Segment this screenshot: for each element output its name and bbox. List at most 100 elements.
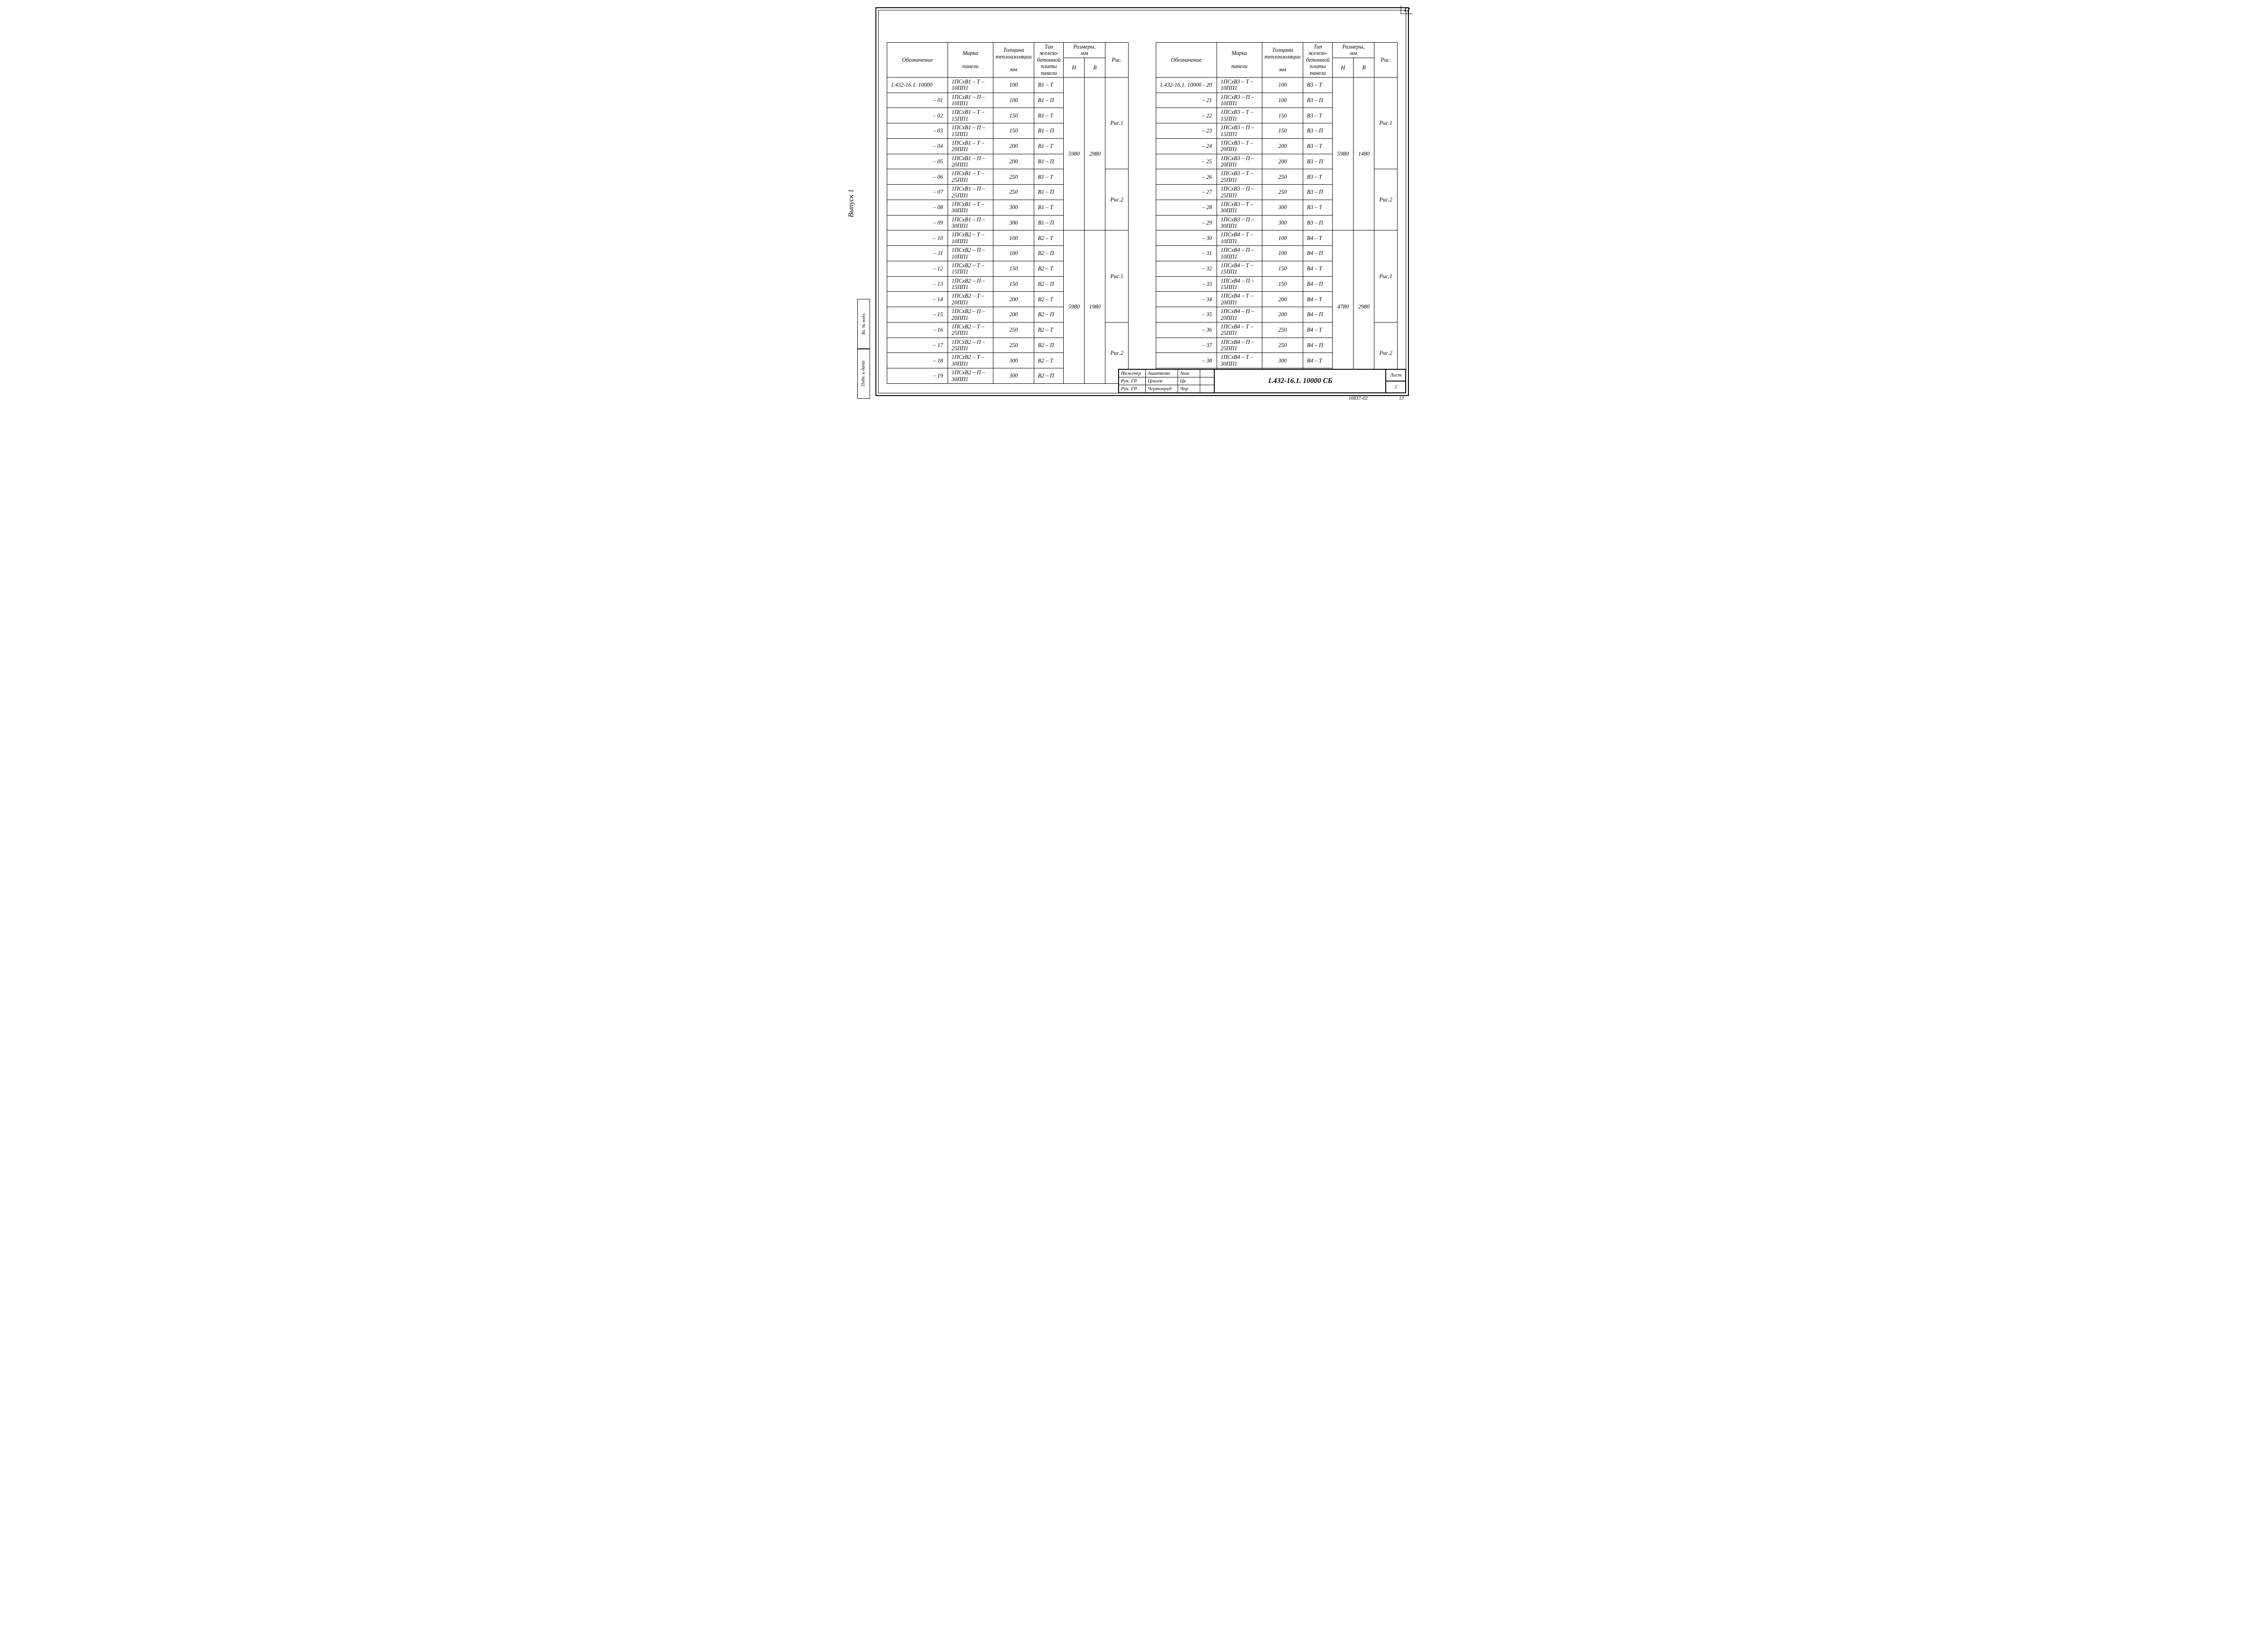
spec-table-left: Обозначение Маркапанели Толщинатеплоизол…	[887, 42, 1129, 384]
cell-thickness: 250	[1262, 338, 1303, 353]
footer-code-1: 16837-02	[1349, 396, 1368, 401]
cell-thickness: 150	[1262, 108, 1303, 123]
sheet-label: Лист	[1386, 369, 1406, 381]
table-row: – 301ПСхВ4 – Т – 10ПП1100В4 – Т47802980Р…	[1156, 230, 1398, 246]
cell-thickness: 200	[993, 307, 1034, 323]
cell-mark: 1ПСхВ3 – П – 10ПП1	[1217, 93, 1262, 108]
cell-thickness: 250	[1262, 169, 1303, 185]
cell-thickness: 150	[1262, 261, 1303, 276]
outer-frame: Обозначение Маркапанели Толщинатеплоизол…	[875, 7, 1409, 396]
col-dim-b: В	[1354, 58, 1374, 77]
cell-dim-b: 1480	[1354, 77, 1374, 230]
issue-label: Выпуск 1	[847, 189, 855, 217]
cell-mark: 1ПСхВ3 – Т – 20ПП1	[1217, 138, 1262, 154]
cell-mark: 1ПСхВ2 – Т – 25ПП1	[948, 322, 993, 338]
col-dim-h: Н	[1064, 58, 1085, 77]
col-dims: Размеры,мм	[1064, 43, 1105, 58]
cell-thickness: 300	[1262, 353, 1303, 368]
cell-mark: 1ПСхВ2 – Т – 30ПП1	[948, 353, 993, 368]
cell-mark: 1ПСхВ4 – П – 10ПП1	[1217, 246, 1262, 261]
cell-thickness: 100	[1262, 93, 1303, 108]
role-name: Ашиткова	[1146, 369, 1178, 377]
cell-mark: 1ПСхВ1 – П – 30ПП1	[948, 215, 993, 230]
cell-thickness: 300	[993, 200, 1034, 215]
cell-thickness: 250	[993, 322, 1034, 338]
cell-thickness: 200	[1262, 138, 1303, 154]
role-sign: Чпр	[1178, 385, 1200, 392]
cell-dim-h: 5980	[1064, 77, 1085, 230]
cell-type: В2 – Т	[1034, 261, 1064, 276]
col-dim-b: В	[1085, 58, 1105, 77]
cell-type: В1 – Т	[1034, 169, 1064, 185]
cell-fig: Рис.1	[1105, 230, 1129, 323]
role-label: Рук. ГР.	[1119, 377, 1146, 385]
cell-designation: – 01	[887, 93, 948, 108]
cell-mark: 1ПСхВ4 – П – 15ПП1	[1217, 276, 1262, 292]
cell-thickness: 300	[993, 215, 1034, 230]
col-thickness: Толщинатеплоизоляциимм	[1262, 43, 1303, 78]
cell-designation: – 33	[1156, 276, 1217, 292]
cell-designation: – 18	[887, 353, 948, 368]
cell-type: В3 – П	[1303, 185, 1333, 200]
cell-designation: – 37	[1156, 338, 1217, 353]
col-designation: Обозначение	[1156, 43, 1217, 78]
cell-mark: 1ПСхВ2 – П – 10ПП1	[948, 246, 993, 261]
cell-thickness: 300	[1262, 215, 1303, 230]
cell-designation: 1.432-16.1. 10000	[887, 77, 948, 93]
cell-fig: Рис.2	[1374, 169, 1398, 230]
cell-designation: – 19	[887, 368, 948, 384]
cell-designation: – 13	[887, 276, 948, 292]
cell-thickness: 200	[993, 292, 1034, 307]
table-row: 1.432-16.1. 100001ПСхВ1 – Т – 10ПП1100В1…	[887, 77, 1129, 93]
cell-thickness: 150	[993, 261, 1034, 276]
col-dims: Размеры,мм	[1333, 43, 1374, 58]
cell-fig: Рис.2	[1105, 169, 1129, 230]
role-date	[1200, 385, 1214, 392]
cell-mark: 1ПСхВ2 – П – 15ПП1	[948, 276, 993, 292]
cell-thickness: 150	[993, 123, 1034, 139]
cell-thickness: 100	[993, 230, 1034, 246]
cell-type: В1 – П	[1034, 123, 1064, 139]
cell-mark: 1ПСхВ2 – Т – 10ПП1	[948, 230, 993, 246]
document-number: 1.432-16.1. 10000 СБ	[1214, 369, 1386, 393]
cell-thickness: 300	[1262, 200, 1303, 215]
cell-designation: – 28	[1156, 200, 1217, 215]
cell-thickness: 300	[993, 353, 1034, 368]
cell-thickness: 100	[993, 77, 1034, 93]
cell-designation: – 21	[1156, 93, 1217, 108]
cell-designation: – 24	[1156, 138, 1217, 154]
cell-designation: – 23	[1156, 123, 1217, 139]
cell-thickness: 250	[993, 338, 1034, 353]
inner-frame: Обозначение Маркапанели Толщинатеплоизол…	[878, 10, 1406, 393]
sheet-number: 2	[1386, 381, 1406, 393]
cell-type: В4 – Т	[1303, 230, 1333, 246]
cell-thickness: 300	[993, 368, 1034, 384]
cell-designation: – 14	[887, 292, 948, 307]
cell-type: В4 – П	[1303, 307, 1333, 323]
cell-type: В2 – Т	[1034, 230, 1064, 246]
cell-thickness: 250	[1262, 185, 1303, 200]
cell-mark: 1ПСхВ1 – Т – 15ПП1	[948, 108, 993, 123]
role-name: Чертопруд	[1146, 385, 1178, 392]
title-block: Инженер Ашиткова Аши Рук. ГР. Цевлев Цв …	[1118, 369, 1406, 393]
cell-mark: 1ПСхВ2 – Т – 15ПП1	[948, 261, 993, 276]
cell-designation: – 04	[887, 138, 948, 154]
cell-thickness: 100	[1262, 230, 1303, 246]
cell-designation: – 02	[887, 108, 948, 123]
cell-mark: 1ПСхВ4 – П – 20ПП1	[1217, 307, 1262, 323]
cell-type: В1 – Т	[1034, 108, 1064, 123]
cell-type: В3 – П	[1303, 154, 1333, 169]
col-mark: Маркапанели	[1217, 43, 1262, 78]
cell-mark: 1ПСхВ3 – П – 30ПП1	[1217, 215, 1262, 230]
cell-thickness: 200	[993, 154, 1034, 169]
cell-mark: 1ПСхВ4 – Т – 15ПП1	[1217, 261, 1262, 276]
cell-type: В3 – Т	[1303, 169, 1333, 185]
cell-dim-b: 2980	[1354, 230, 1374, 384]
cell-thickness: 200	[1262, 154, 1303, 169]
cell-designation: – 27	[1156, 185, 1217, 200]
cell-designation: – 31	[1156, 246, 1217, 261]
roles-table: Инженер Ашиткова Аши Рук. ГР. Цевлев Цв …	[1119, 369, 1214, 393]
cell-designation: – 15	[887, 307, 948, 323]
role-date	[1200, 377, 1214, 385]
role-sign: Цв	[1178, 377, 1200, 385]
